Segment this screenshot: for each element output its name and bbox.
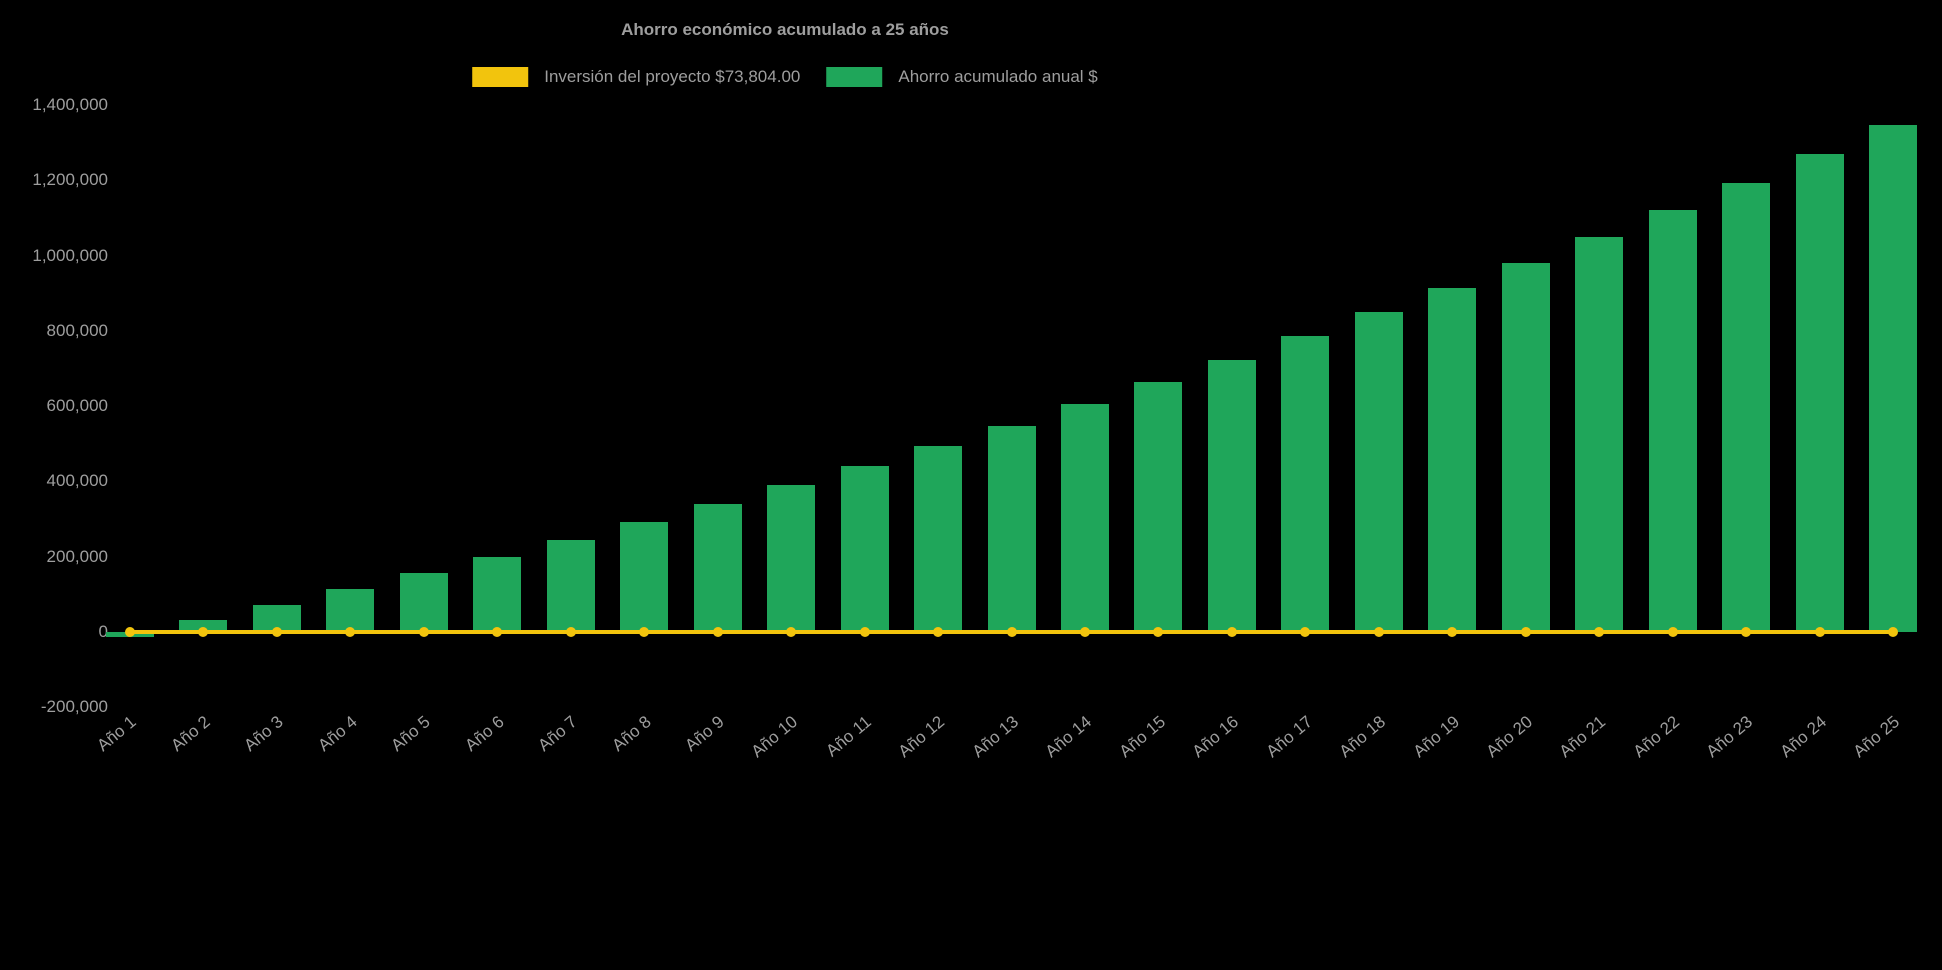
investment-point[interactable] (271, 626, 282, 637)
x-tick-label: Año 4 (314, 712, 361, 756)
investment-point[interactable] (712, 626, 723, 637)
investment-point[interactable] (198, 626, 209, 637)
x-tick-label: Año 6 (461, 712, 508, 756)
investment-point[interactable] (1520, 626, 1531, 637)
savings-bar-año-7[interactable] (546, 539, 595, 632)
y-tick-label: 1,200,000 (32, 170, 108, 190)
savings-bar-año-24[interactable] (1795, 153, 1844, 632)
x-tick-label: Año 8 (608, 712, 655, 756)
y-tick-label: 1,000,000 (32, 245, 108, 265)
legend-label-savings: Ahorro acumulado anual $ (898, 67, 1098, 86)
x-tick-label: Año 9 (681, 712, 728, 756)
savings-bar-año-17[interactable] (1281, 336, 1330, 632)
investment-point[interactable] (565, 626, 576, 637)
savings-bar-año-6[interactable] (473, 556, 522, 632)
savings-bar-año-2[interactable] (179, 620, 228, 632)
x-axis: Año 1 Año 2 Año 3 Año 4 Año 5 Año 6 Año 7 Año 8… (93, 712, 1930, 812)
investment-point[interactable] (1888, 626, 1899, 637)
savings-bar-año-13[interactable] (987, 425, 1036, 632)
legend-item-savings[interactable]: Ahorro acumulado anual $ (826, 67, 1098, 87)
x-tick-label: Año 24 (1776, 712, 1830, 762)
x-tick-label: Año 14 (1041, 712, 1096, 762)
savings-legend-swatch (826, 67, 883, 87)
x-tick-label: Año 18 (1335, 712, 1390, 762)
x-tick-label: Año 21 (1556, 712, 1610, 762)
x-tick-label: Año 12 (894, 712, 949, 762)
x-tick-label: Año 13 (968, 712, 1022, 762)
savings-bar-año-25[interactable] (1869, 124, 1918, 632)
investment-point[interactable] (1667, 626, 1678, 637)
savings-bar-año-4[interactable] (326, 588, 375, 632)
investment-point[interactable] (124, 626, 135, 637)
savings-bar-año-23[interactable] (1722, 183, 1771, 632)
investment-point[interactable] (345, 626, 356, 637)
savings-bar-año-14[interactable] (1060, 404, 1109, 632)
investment-point[interactable] (1447, 626, 1458, 637)
savings-bar-año-12[interactable] (914, 446, 963, 632)
savings-bar-año-18[interactable] (1354, 312, 1403, 632)
chart-legend: Inversión del proyecto $73,804.00 Ahorro… (472, 67, 1098, 87)
y-tick-label: 800,000 (46, 320, 108, 340)
savings-bar-año-8[interactable] (620, 521, 669, 632)
investment-point[interactable] (786, 626, 797, 637)
savings-bar-año-22[interactable] (1648, 210, 1697, 632)
x-tick-label: Año 11 (822, 712, 875, 761)
y-tick-label: 1,400,000 (32, 95, 108, 114)
savings-bar-año-19[interactable] (1428, 287, 1477, 632)
legend-item-investment[interactable]: Inversión del proyecto $73,804.00 (472, 67, 800, 87)
y-tick-label: 400,000 (46, 471, 108, 491)
x-tick-label: Año 2 (167, 712, 214, 756)
investment-point[interactable] (933, 626, 944, 637)
x-tick-label: Año 15 (1115, 712, 1169, 762)
x-tick-label: Año 22 (1629, 712, 1684, 762)
savings-bar-año-21[interactable] (1575, 237, 1624, 632)
investment-point[interactable] (1741, 626, 1752, 637)
plot-area (93, 105, 1930, 707)
x-tick-label: Año 20 (1482, 712, 1537, 762)
x-tick-label: Año 7 (534, 712, 581, 756)
y-tick-label: -200,000 (40, 697, 108, 716)
investment-point[interactable] (492, 626, 503, 637)
x-tick-label: Año 23 (1703, 712, 1757, 762)
x-tick-label: Año 1 (93, 712, 140, 756)
savings-bar-año-20[interactable] (1501, 263, 1550, 632)
x-tick-label: Año 10 (747, 712, 802, 762)
y-tick-label: 0 (98, 621, 108, 641)
investment-point[interactable] (1594, 626, 1605, 637)
investment-point[interactable] (1226, 626, 1237, 637)
y-tick-label: 200,000 (46, 546, 108, 566)
savings-bar-año-16[interactable] (1207, 360, 1256, 632)
investment-point[interactable] (1300, 626, 1311, 637)
investment-point[interactable] (418, 626, 429, 637)
investment-point[interactable] (1814, 626, 1825, 637)
savings-bar-año-5[interactable] (399, 573, 448, 632)
savings-bar-año-10[interactable] (767, 484, 816, 632)
savings-bar-año-9[interactable] (693, 503, 742, 632)
x-tick-label: Año 17 (1262, 712, 1316, 762)
chart-title: Ahorro económico acumulado a 25 años (621, 20, 949, 39)
investment-point[interactable] (1079, 626, 1090, 637)
y-tick-label: 600,000 (46, 396, 108, 415)
savings-bar-año-11[interactable] (840, 466, 889, 632)
savings-bar-año-15[interactable] (1134, 382, 1183, 632)
investment-point[interactable] (1373, 626, 1384, 637)
x-tick-label: Año 25 (1849, 712, 1904, 762)
x-tick-label: Año 3 (240, 712, 287, 756)
legend-label-investment: Inversión del proyecto $73,804.00 (544, 67, 801, 86)
x-tick-label: Año 16 (1188, 712, 1243, 762)
investment-point[interactable] (639, 626, 650, 637)
y-axis: 1,400,000 1,200,000 1,000,000 800,000 600,00… (0, 95, 108, 716)
x-tick-label: Año 5 (387, 712, 434, 756)
investment-point[interactable] (1006, 626, 1017, 637)
investment-point[interactable] (1153, 626, 1164, 637)
investment-legend-swatch (472, 67, 529, 87)
investment-point[interactable] (859, 626, 870, 637)
x-tick-label: Año 19 (1409, 712, 1463, 762)
